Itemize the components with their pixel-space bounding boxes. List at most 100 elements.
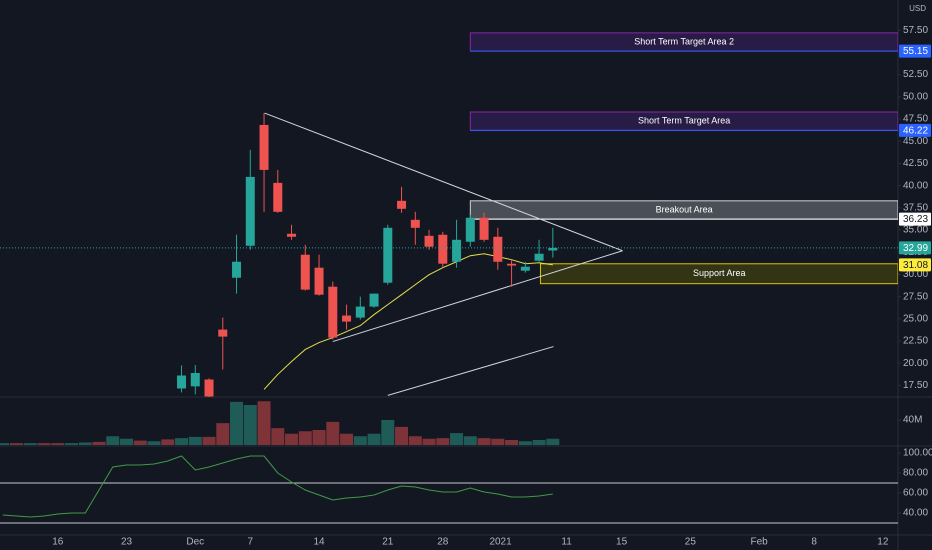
volume-bar [78, 442, 92, 445]
volume-bar [23, 443, 37, 445]
candle-body [218, 329, 228, 337]
volume-bar [395, 426, 409, 445]
volume-bar [298, 431, 312, 445]
candle-body [397, 200, 407, 209]
volume-bar [243, 405, 257, 445]
moving-average [263, 253, 553, 390]
trendline [387, 346, 554, 396]
zone-price-badge-label: 36.23 [903, 214, 928, 225]
y-tick-label: 47.50 [903, 114, 928, 125]
volume-bar [546, 438, 560, 445]
candle-body [383, 227, 393, 283]
x-tick-label: Feb [750, 537, 768, 548]
x-tick-label: 21 [382, 537, 394, 548]
volume-bar [106, 436, 120, 445]
volume-bar [285, 433, 299, 445]
y-tick-label: 22.50 [903, 336, 928, 347]
candle-body [452, 239, 462, 262]
y-tick-label: 42.50 [903, 158, 928, 169]
y-tick-label: 37.50 [903, 202, 928, 213]
candle-body [369, 293, 379, 307]
y-tick-label: 35.00 [903, 225, 928, 236]
candle-body [534, 253, 544, 261]
volume-pane [0, 401, 560, 445]
candle-body [177, 375, 187, 389]
x-tick-label: 16 [52, 537, 64, 548]
candle-body [245, 176, 255, 246]
oscillator-tick-label: 60.00 [903, 488, 928, 499]
volume-bar [408, 436, 422, 445]
axes: 16 23 Dec 7 14 21 28 2021 11 15 25 Feb 8 12 17.50 20.00… [52, 25, 932, 548]
volume-bar [257, 401, 271, 445]
zone-price-badge [899, 44, 931, 58]
zone-label: Short Term Target Area [638, 116, 730, 126]
volume-bar [202, 436, 216, 445]
volume-bar [271, 428, 285, 445]
candle-body [493, 236, 503, 262]
zone-price-badge [899, 212, 931, 226]
volume-bar [161, 439, 175, 445]
volume-bar [436, 438, 450, 445]
volume-bar [230, 401, 244, 445]
candle-body [520, 266, 530, 271]
candle-body [410, 219, 420, 228]
volume-bar [491, 438, 505, 445]
candle-body [479, 217, 489, 240]
candle-body [465, 217, 475, 242]
x-tick-label: 2021 [489, 537, 512, 548]
volume-bar [10, 443, 24, 445]
x-tick-label: 25 [685, 537, 697, 548]
zone-price-badge [899, 123, 931, 137]
candle-body [190, 373, 200, 387]
y-tick-label: 52.50 [903, 69, 928, 80]
volume-bar [133, 440, 147, 445]
last-price-badge [899, 241, 931, 255]
candle-body [314, 267, 324, 295]
zone-label: Short Term Target Area 2 [634, 36, 734, 46]
x-tick-label: 11 [561, 537, 572, 548]
last-price-badge-label: 32.99 [903, 243, 928, 254]
price-pane: Short Term Target Area 2 Short Term Targe… [0, 32, 898, 397]
volume-bar [381, 420, 395, 445]
volume-bar [312, 430, 326, 445]
volume-bar [340, 433, 354, 445]
volume-bar [477, 438, 491, 445]
x-tick-label: 23 [121, 537, 133, 548]
candle-body [287, 233, 297, 237]
x-tick-label: 8 [811, 537, 817, 548]
volume-tick-label: 40M [903, 415, 922, 426]
oscillator-tick-label: 80.00 [903, 468, 928, 479]
x-tick-label: 15 [616, 537, 628, 548]
candle-body [424, 235, 434, 247]
volume-bar [188, 436, 202, 445]
volume-bar [450, 433, 464, 445]
volume-bar [463, 436, 477, 445]
volume-bar [120, 438, 134, 445]
y-tick-label: 57.50 [903, 25, 928, 36]
zone-price-badge-label: 46.22 [903, 126, 928, 137]
x-tick-label: 7 [248, 537, 254, 548]
candle-body [507, 263, 517, 266]
candle-body [548, 247, 558, 251]
candle-body [438, 234, 448, 264]
trendline [264, 112, 623, 252]
oscillator-pane [0, 455, 898, 524]
x-tick-label: 12 [877, 537, 889, 548]
volume-bar [326, 421, 340, 445]
volume-bar [147, 441, 161, 445]
volume-bar [92, 441, 106, 445]
volume-bar [51, 443, 65, 445]
volume-bar [0, 443, 10, 445]
x-tick-label: 28 [437, 537, 449, 548]
moving-average-badge [899, 258, 931, 272]
zone-price-badge-label: 55.15 [903, 46, 928, 57]
volume-bar [37, 443, 51, 445]
volume-bar [65, 443, 79, 445]
zone-label: Support Area [693, 268, 746, 278]
volume-bar [353, 436, 367, 445]
y-tick-label: 50.00 [903, 91, 928, 102]
candle-body [259, 124, 269, 170]
oscillator-tick-label: 100.00 [903, 448, 932, 459]
candle-body [342, 315, 352, 322]
oscillator-tick-label: 40.00 [903, 508, 928, 519]
